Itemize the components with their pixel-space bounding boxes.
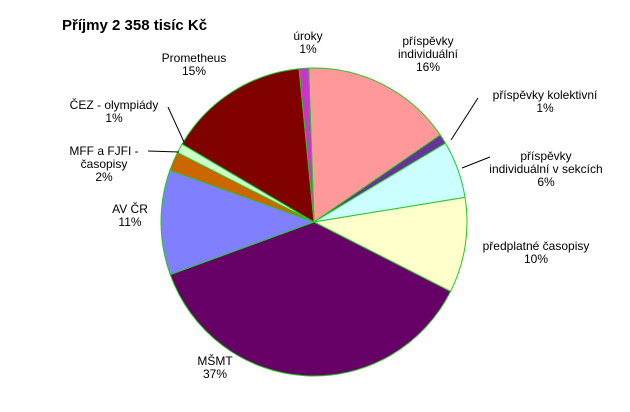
slice-label: příspěvky individuální 16% xyxy=(398,34,459,74)
leader-lines xyxy=(147,97,491,169)
slice-name-label: příspěvky xyxy=(402,34,453,48)
pie-slice xyxy=(312,196,468,293)
pie-slice xyxy=(160,169,316,276)
pie-slice xyxy=(169,221,452,377)
slice-name-label: ČEZ - olympiády xyxy=(70,97,159,112)
leader-line xyxy=(461,156,491,169)
slice-name-label: předplatné časopisy xyxy=(483,239,590,253)
slice-name-label: individuální xyxy=(398,47,459,61)
slice-label: ČEZ - olympiády 1% xyxy=(70,97,159,125)
pie-slice xyxy=(308,67,441,223)
pie-slices xyxy=(160,67,468,377)
slice-label: příspěvky kolektivní 1% xyxy=(493,88,598,115)
slice-percent-label: 6% xyxy=(537,175,555,189)
slice-label: MŠMT 37% xyxy=(197,353,233,381)
slice-name-label: časopisy xyxy=(81,157,128,171)
slice-percent-label: 1% xyxy=(105,111,123,125)
slice-labels: příspěvky individuální 16%příspěvky kolekt… xyxy=(69,29,602,381)
slice-name-label: úroky xyxy=(293,29,322,43)
slice-label: příspěvky individuální v sekcích 6% xyxy=(489,149,602,189)
slice-name-label: MFF a FJFI - xyxy=(69,144,138,158)
slice-name-label: příspěvky kolektivní xyxy=(493,88,598,102)
slice-percent-label: 10% xyxy=(524,252,548,266)
slice-percent-label: 16% xyxy=(416,60,440,74)
chart-title: Příjmy 2 358 tisíc Kč xyxy=(62,17,207,34)
slice-label: Prometheus 15% xyxy=(162,51,227,78)
slice-percent-label: 37% xyxy=(203,367,227,381)
slice-name-label: Prometheus xyxy=(162,51,227,65)
slice-percent-label: 15% xyxy=(182,64,206,78)
slice-label: předplatné časopisy 10% xyxy=(483,239,590,266)
slice-label: MFF a FJFI -časopisy 2% xyxy=(69,144,138,184)
slice-percent-label: 1% xyxy=(536,101,554,115)
leader-line xyxy=(450,97,479,141)
slice-percent-label: 2% xyxy=(95,170,113,184)
slice-label: AV ČR 11% xyxy=(112,201,148,229)
slice-name-label: MŠMT xyxy=(197,353,233,368)
slice-label: úroky 1% xyxy=(293,29,322,56)
slice-name-label: AV ČR xyxy=(112,201,148,216)
pie-slice xyxy=(298,67,315,223)
slice-percent-label: 1% xyxy=(299,42,317,56)
slice-percent-label: 11% xyxy=(118,215,141,229)
leader-line xyxy=(167,106,185,143)
slice-name-label: příspěvky xyxy=(520,149,571,163)
leader-line xyxy=(147,150,180,153)
slice-name-label: individuální v sekcích xyxy=(489,162,602,176)
pie-slice xyxy=(181,68,315,223)
